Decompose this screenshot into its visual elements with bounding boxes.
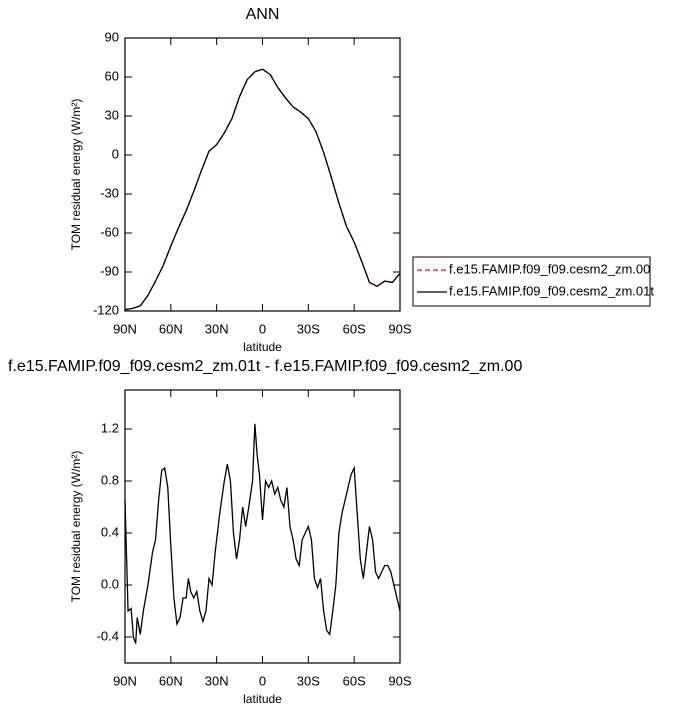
y-tick-label: 1.2	[101, 420, 119, 435]
x-tick-label: 60S	[343, 321, 366, 336]
x-axis-label: latitude	[243, 692, 282, 706]
x-tick-label: 90S	[388, 321, 411, 336]
x-tick-label: 30N	[205, 673, 229, 688]
y-tick-label: -30	[100, 185, 119, 200]
x-tick-label: 0	[259, 321, 266, 336]
x-tick-label: 90S	[388, 673, 411, 688]
y-tick-label: 0.8	[101, 472, 119, 487]
y-tick-label: -90	[100, 263, 119, 278]
y-tick-label: -0.4	[97, 628, 119, 643]
x-tick-label: 30S	[297, 673, 320, 688]
x-tick-label: 0	[259, 673, 266, 688]
chart-title: ANN	[246, 6, 280, 23]
x-tick-label: 60S	[343, 673, 366, 688]
x-tick-label: 90N	[113, 321, 137, 336]
y-axis-label: TOM residual energy (W/m²)	[69, 451, 83, 603]
data-line	[124, 68, 401, 311]
x-tick-label: 30S	[297, 321, 320, 336]
data-line	[124, 423, 401, 644]
y-tick-label: -120	[93, 302, 119, 317]
x-tick-label: 30N	[205, 321, 229, 336]
x-tick-label: 60N	[159, 321, 183, 336]
y-tick-label: 30	[105, 107, 119, 122]
x-tick-label: 90N	[113, 673, 137, 688]
y-tick-label: 60	[105, 68, 119, 83]
plot-frame	[124, 389, 401, 664]
y-tick-label: 0.4	[101, 524, 119, 539]
y-tick-label: 90	[105, 29, 119, 44]
legend-box	[412, 256, 651, 307]
chart-title: f.e15.FAMIP.f09_f09.cesm2_zm.01t - f.e15…	[8, 358, 522, 375]
y-tick-label: 0.0	[101, 576, 119, 591]
legend-label: f.e15.FAMIP.f09_f09.cesm2_zm.00	[449, 261, 650, 276]
y-tick-label: -60	[100, 224, 119, 239]
plot-frame	[124, 37, 401, 312]
legend-label: f.e15.FAMIP.f09_f09.cesm2_zm.01t	[449, 283, 654, 298]
y-tick-label: 0	[112, 146, 119, 161]
x-tick-label: 60N	[159, 673, 183, 688]
data-line	[124, 68, 401, 311]
y-axis-label: TOM residual energy (W/m²)	[69, 99, 83, 251]
x-axis-label: latitude	[243, 340, 282, 354]
